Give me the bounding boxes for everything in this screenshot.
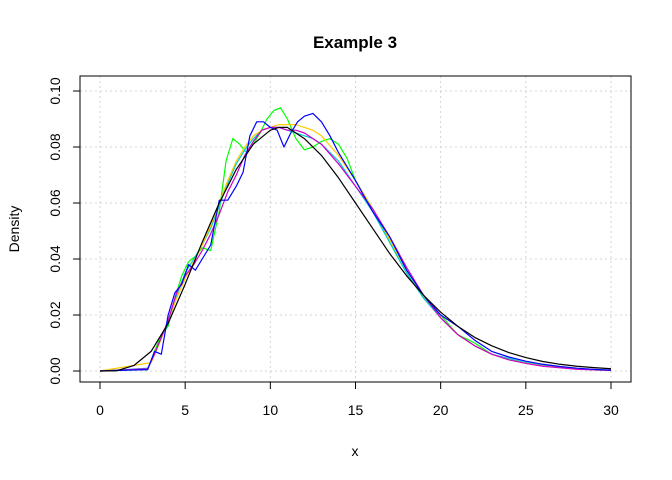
series-line-4 — [99, 126, 612, 372]
x-tick-label: 20 — [433, 402, 449, 418]
series-group — [99, 107, 612, 372]
y-tick-label: 0.08 — [47, 133, 63, 160]
series-line-2 — [99, 126, 612, 372]
x-tick-label: 15 — [348, 402, 364, 418]
x-tick-label: 10 — [263, 402, 279, 418]
series-line-5 — [99, 112, 612, 372]
x-axis-label: x — [352, 443, 359, 459]
y-tick-label: 0.04 — [47, 245, 63, 272]
x-tick-label: 0 — [96, 402, 104, 418]
y-tick-label: 0.06 — [47, 189, 63, 216]
series-line-6 — [99, 126, 612, 372]
chart-title: Example 3 — [313, 33, 397, 52]
x-tick-label: 5 — [181, 402, 189, 418]
x-axis: 0 5 10 15 20 25 30 — [96, 381, 619, 418]
y-axis: 0.00 0.02 0.04 0.06 0.08 0.10 — [47, 77, 81, 385]
y-tick-label: 0.02 — [47, 301, 63, 328]
x-tick-label: 30 — [603, 402, 619, 418]
y-tick-label: 0.10 — [47, 77, 63, 104]
x-tick-label: 25 — [518, 402, 534, 418]
y-tick-label: 0.00 — [47, 357, 63, 384]
y-axis-label: Density — [6, 206, 22, 253]
series-line-1 — [99, 107, 612, 372]
